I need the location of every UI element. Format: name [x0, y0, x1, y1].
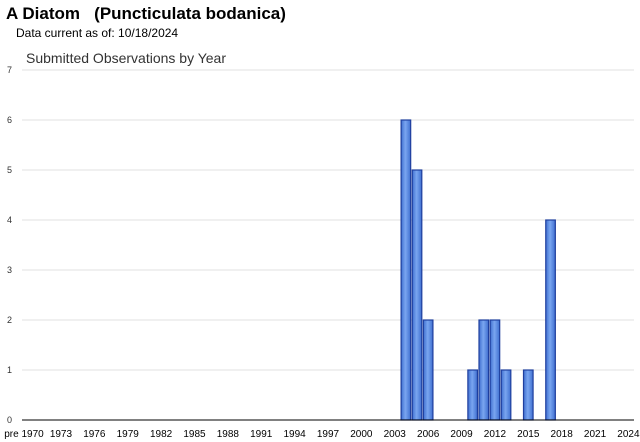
bar: [522, 369, 534, 421]
x-tick-label: 2003: [384, 429, 407, 440]
x-tick-label: 1994: [283, 429, 306, 440]
x-tick-label: 1991: [250, 429, 273, 440]
x-tick-label: pre 1970: [4, 429, 44, 440]
x-tick-label: 1979: [117, 429, 140, 440]
data-current-date: Data current as of: 10/18/2024: [16, 26, 179, 40]
bar: [400, 119, 412, 421]
y-tick-label: 6: [7, 115, 12, 125]
x-tick-label: 1973: [50, 429, 73, 440]
bar: [411, 169, 423, 421]
y-tick-label: 1: [7, 365, 12, 375]
y-tick-label: 0: [7, 415, 12, 425]
page-title: A Diatom (Puncticulata bodanica): [6, 4, 286, 23]
y-tick-label: 5: [7, 165, 12, 175]
bar: [478, 319, 490, 421]
x-tick-label: 2024: [617, 429, 640, 440]
x-tick-label: 2000: [350, 429, 373, 440]
x-tick-label: 1988: [217, 429, 240, 440]
x-tick-label: 1997: [317, 429, 340, 440]
x-tick-label: 2021: [584, 429, 607, 440]
chart-title: Submitted Observations by Year: [26, 50, 226, 66]
y-tick-label: 4: [7, 215, 12, 225]
x-tick-label: 2015: [517, 429, 540, 440]
x-tick-label: 1976: [83, 429, 106, 440]
x-tick-label: 2006: [417, 429, 440, 440]
bar: [422, 319, 434, 421]
x-tick-label: 2012: [484, 429, 507, 440]
bar: [467, 369, 479, 421]
bar: [500, 369, 512, 421]
y-tick-label: 3: [7, 265, 12, 275]
x-tick-label: 1985: [183, 429, 206, 440]
bar: [489, 319, 501, 421]
x-tick-label: 2018: [551, 429, 574, 440]
y-tick-label: 7: [7, 65, 12, 75]
bar: [545, 219, 556, 421]
y-tick-label: 2: [7, 315, 12, 325]
x-tick-label: 2009: [450, 429, 473, 440]
x-tick-label: 1982: [150, 429, 173, 440]
